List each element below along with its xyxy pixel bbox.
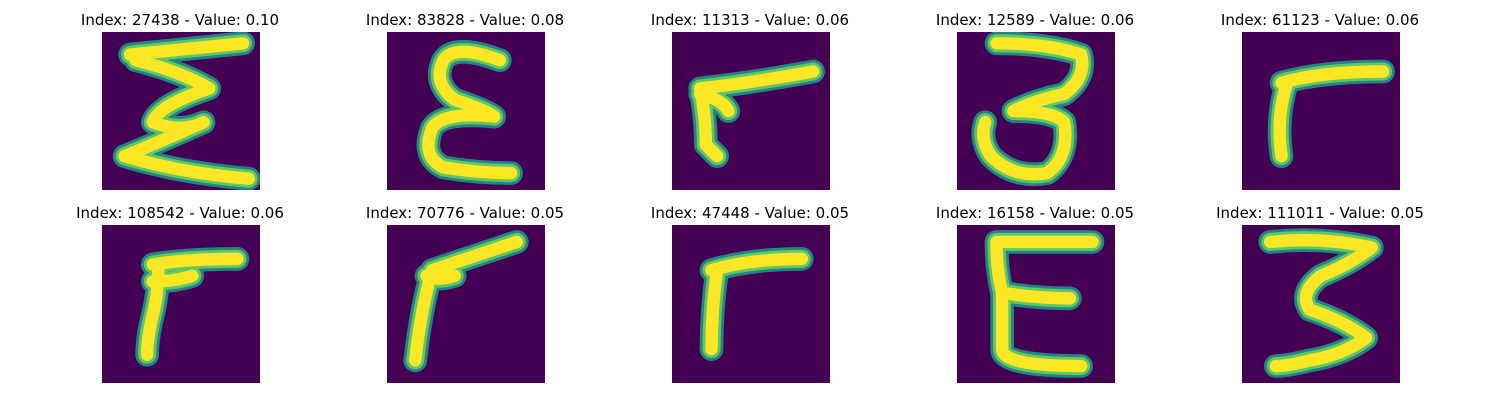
- panel-title: Index: 111011 - Value: 0.05: [1216, 204, 1424, 222]
- digit-image: [672, 32, 830, 190]
- image-panel: Index: 83828 - Value: 0.08: [345, 10, 585, 195]
- digit-stroke-core: [422, 45, 518, 180]
- digit-stroke-core: [990, 235, 1099, 373]
- panel-title: Index: 16158 - Value: 0.05: [935, 204, 1135, 222]
- image-panel: Index: 70776 - Value: 0.05: [345, 203, 585, 388]
- digit-stroke-core: [977, 37, 1089, 181]
- image-background: [1242, 32, 1400, 190]
- digit-stroke-core: [409, 235, 523, 367]
- image-panel: Index: 12589 - Value: 0.06: [915, 10, 1155, 195]
- image-panel: Index: 27438 - Value: 0.10: [60, 10, 300, 195]
- image-panel: Index: 47448 - Value: 0.05: [630, 203, 870, 388]
- digit-image: [957, 225, 1115, 383]
- panel-title: Index: 11313 - Value: 0.06: [650, 11, 850, 29]
- image-panel: Index: 16158 - Value: 0.05: [915, 203, 1155, 388]
- image-panel: Index: 108542 - Value: 0.06: [60, 203, 300, 388]
- image-panel: Index: 61123 - Value: 0.06: [1200, 10, 1440, 195]
- digit-stroke-core: [705, 252, 808, 356]
- digit-image: [387, 32, 545, 190]
- digit-image: [957, 32, 1115, 190]
- panel-title: Index: 27438 - Value: 0.10: [80, 11, 280, 29]
- digit-stroke-core: [1264, 233, 1378, 373]
- panel-title: Index: 83828 - Value: 0.08: [365, 11, 565, 29]
- digit-image: [102, 225, 260, 383]
- panel-title: Index: 61123 - Value: 0.06: [1220, 11, 1420, 29]
- digit-image: [1242, 225, 1400, 383]
- panel-title: Index: 12589 - Value: 0.06: [935, 11, 1135, 29]
- digit-stroke-core: [1273, 65, 1390, 163]
- panel-title: Index: 70776 - Value: 0.05: [365, 204, 565, 222]
- panel-title: Index: 47448 - Value: 0.05: [650, 204, 850, 222]
- image-panel: Index: 11313 - Value: 0.06: [630, 10, 870, 195]
- digit-stroke-core: [140, 252, 244, 361]
- digit-image: [102, 32, 260, 190]
- panel-title: Index: 108542 - Value: 0.06: [76, 204, 284, 222]
- digit-image: [1242, 32, 1400, 190]
- image-panel: Index: 111011 - Value: 0.05: [1200, 203, 1440, 388]
- digit-image: [672, 225, 830, 383]
- digit-stroke-core: [118, 37, 255, 185]
- digit-image: [387, 225, 545, 383]
- digit-stroke-core: [694, 65, 820, 163]
